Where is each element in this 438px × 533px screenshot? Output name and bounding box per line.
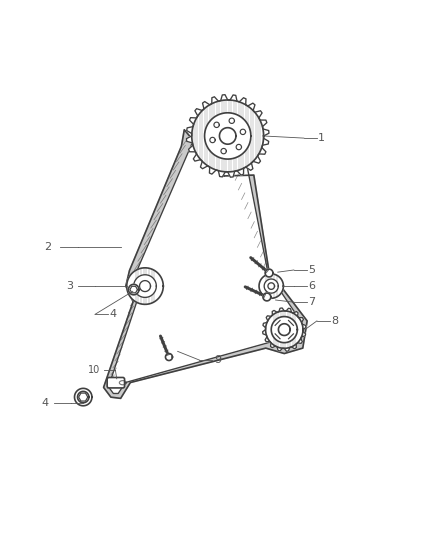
Text: 3: 3 [66, 281, 73, 291]
Circle shape [192, 100, 264, 172]
Text: 8: 8 [331, 316, 339, 326]
Circle shape [259, 274, 283, 298]
Text: 5: 5 [308, 265, 315, 275]
Text: 4: 4 [110, 309, 117, 319]
Circle shape [236, 144, 241, 150]
Text: 6: 6 [308, 281, 315, 291]
Circle shape [221, 148, 226, 154]
Text: 10: 10 [88, 365, 101, 375]
Polygon shape [103, 130, 307, 398]
Polygon shape [187, 95, 269, 177]
Text: 9: 9 [214, 355, 221, 365]
Polygon shape [263, 308, 306, 351]
Text: 1: 1 [318, 133, 325, 143]
Polygon shape [265, 269, 273, 277]
FancyBboxPatch shape [107, 377, 124, 388]
Text: 7: 7 [308, 297, 315, 307]
Circle shape [128, 284, 139, 295]
Circle shape [127, 268, 163, 304]
Circle shape [265, 311, 303, 349]
Circle shape [214, 122, 219, 127]
Polygon shape [263, 293, 271, 301]
Circle shape [78, 391, 89, 403]
Circle shape [240, 129, 246, 134]
Polygon shape [109, 133, 300, 393]
Text: 2: 2 [44, 242, 51, 252]
Circle shape [210, 138, 215, 143]
Circle shape [74, 389, 92, 406]
Circle shape [229, 118, 234, 124]
Text: 4: 4 [42, 398, 49, 408]
Polygon shape [166, 353, 173, 360]
